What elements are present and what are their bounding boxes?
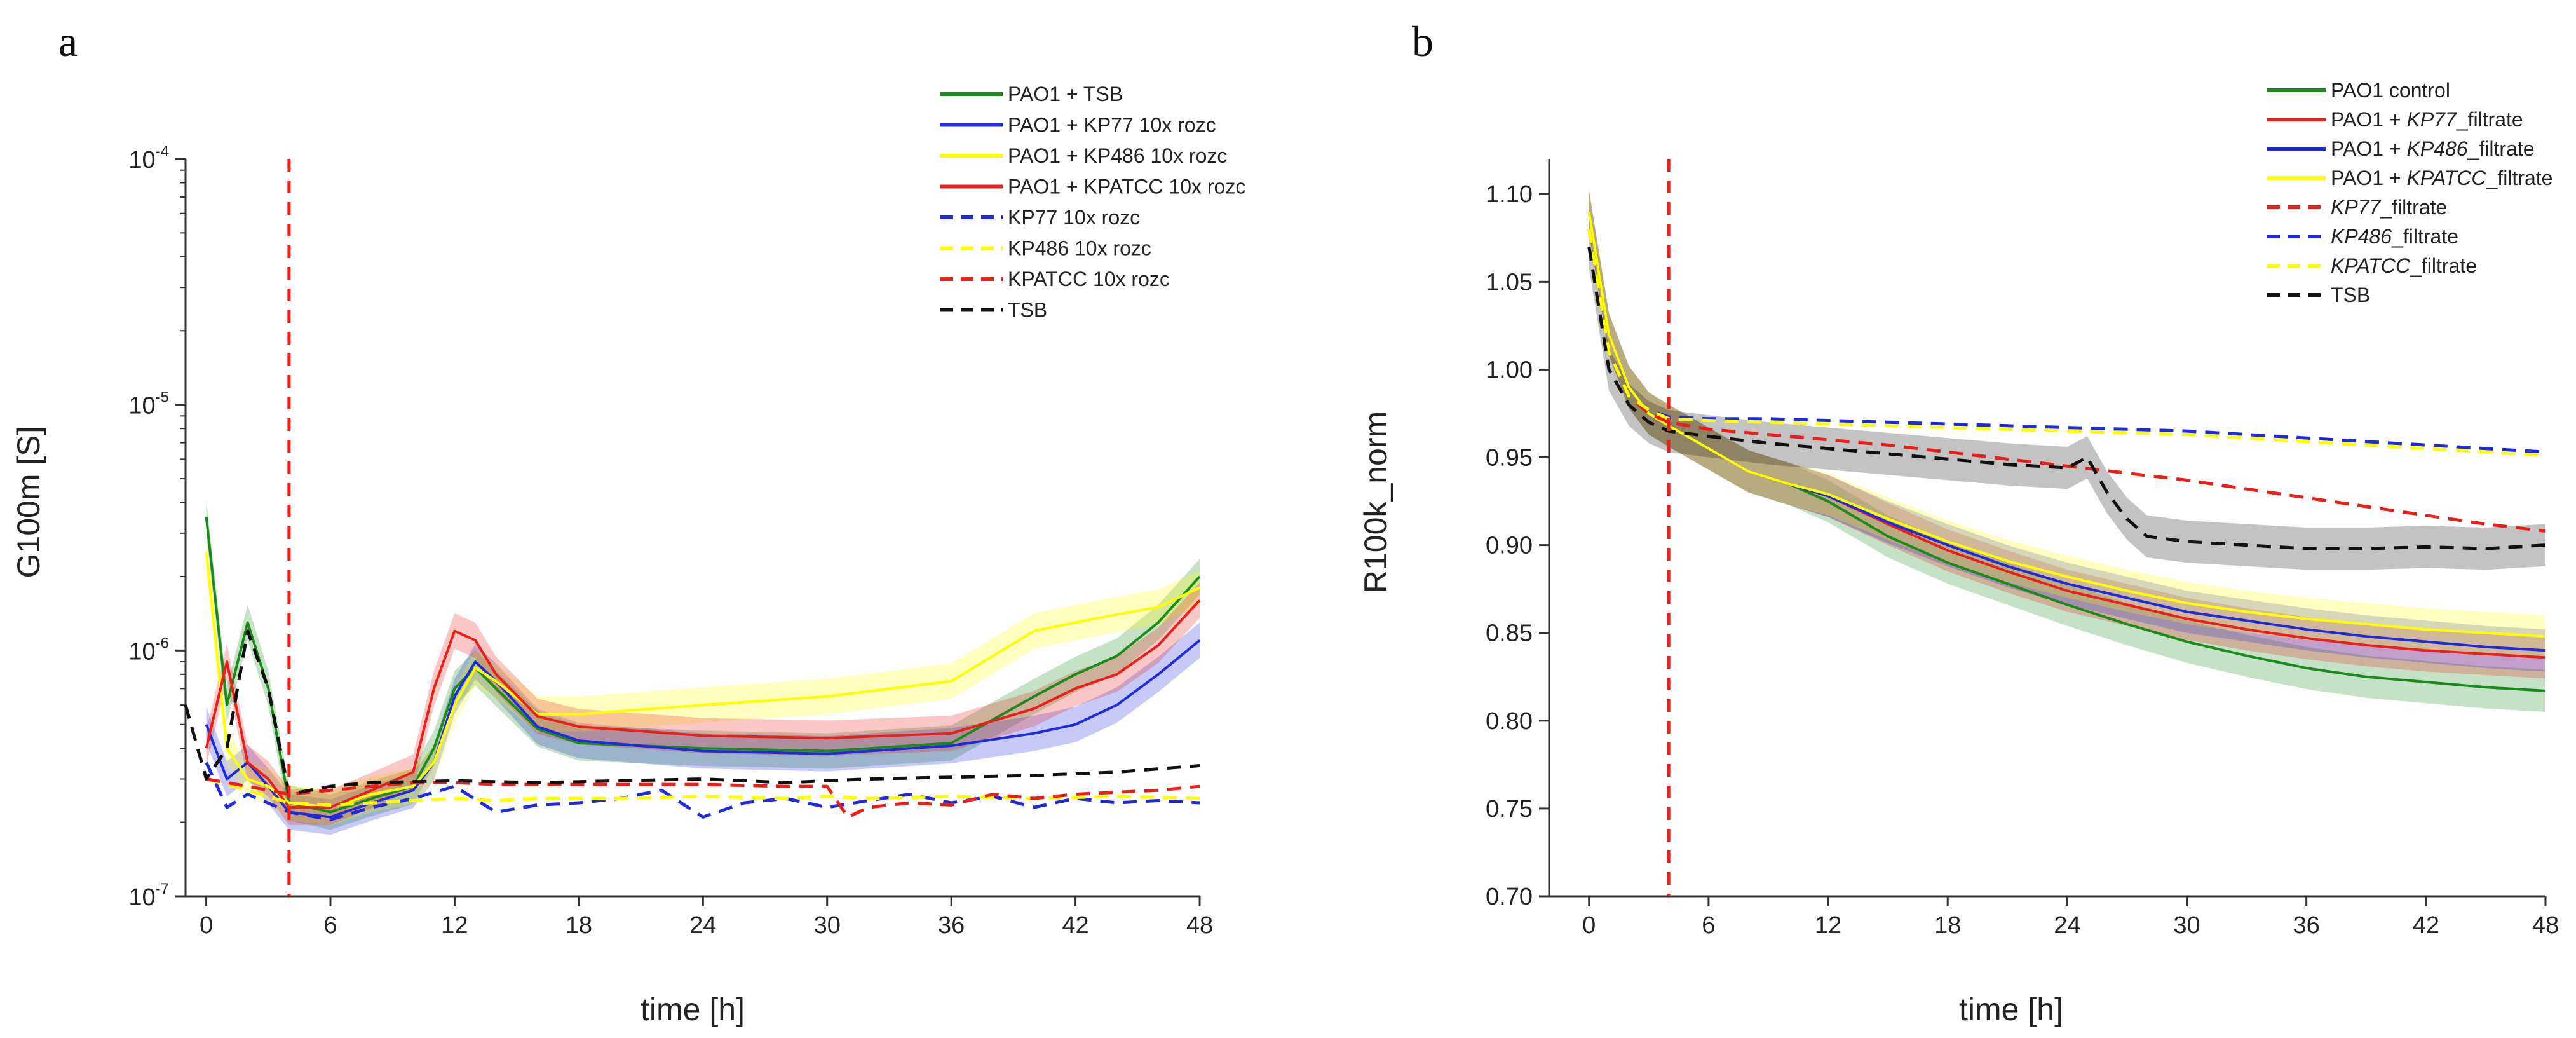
x-tick-label: 24 (2054, 912, 2080, 939)
y-tick-label: 10-4 (128, 143, 169, 174)
x-tick-label: 18 (1934, 912, 1961, 939)
series-line (205, 761, 1200, 821)
x-tick-label: 18 (566, 912, 592, 939)
x-tick-label: 24 (689, 912, 716, 939)
chart-a-ylabel: G100m [S] (11, 427, 46, 578)
chart-b-xlabel: time [h] (1959, 992, 2063, 1027)
series-line (206, 777, 1200, 819)
chart-a-xlabel: time [h] (641, 992, 745, 1027)
legend-label: PAO1 control (2331, 79, 2450, 102)
series-line (1587, 229, 2546, 533)
series-band (1589, 190, 2545, 679)
y-tick-label: 1.05 (1486, 269, 1533, 296)
y-tick-label: 10-6 (128, 634, 169, 665)
y-tick-label: 1.10 (1486, 181, 1533, 208)
series-band (206, 582, 1200, 825)
legend-label: PAO1 + KPATCC 10x rozc (1008, 175, 1245, 198)
x-tick-label: 0 (200, 912, 213, 939)
legend-label: KP77_filtrate (2331, 196, 2447, 219)
x-tick-label: 42 (1062, 912, 1088, 939)
series-line (205, 777, 1200, 807)
legend-label: KP486_filtrate (2331, 225, 2458, 248)
legend-label: KPATCC 10x rozc (1008, 268, 1170, 290)
legend-label: PAO1 + KPATCC_filtrate (2331, 167, 2552, 189)
x-tick-label: 30 (814, 912, 841, 939)
legend-label: KP77 10x rozc (1008, 206, 1140, 229)
legend-label: PAO1 + KP77 10x rozc (1008, 114, 1216, 137)
series-band (1589, 190, 2545, 658)
legend-label: KP486 10x rozc (1008, 237, 1151, 260)
series-line (184, 629, 1200, 796)
x-tick-label: 6 (323, 912, 337, 939)
x-tick-label: 48 (2532, 912, 2559, 939)
legend-label: TSB (1008, 299, 1047, 322)
chart-b: time [h] R100k_norm 0 6 12 18 24 30 36 42 48 0.70… (1358, 79, 2559, 1027)
series-line (1587, 229, 2546, 454)
x-tick-label: 12 (1815, 912, 1841, 939)
legend-label: TSB (2331, 283, 2370, 306)
x-tick-label: 42 (2413, 912, 2439, 939)
series-band (1589, 190, 2545, 712)
x-tick-label: 30 (2173, 912, 2200, 939)
y-tick-label: 0.70 (1486, 884, 1533, 910)
chart-a: time [h] G100m [S] 0 6 12 18 24 30 36 42 48 10-7 1… (11, 83, 1245, 1027)
x-tick-label: 48 (1186, 912, 1213, 939)
legend-label: KPATCC_filtrate (2331, 254, 2477, 277)
x-tick-label: 36 (938, 912, 965, 939)
legend-label: PAO1 + KP486 10x rozc (1008, 144, 1227, 167)
y-tick-label: 10-7 (128, 880, 169, 911)
y-tick-label: 10-5 (128, 389, 169, 420)
series-band (1589, 226, 2545, 570)
series-band (206, 535, 1200, 825)
x-tick-label: 12 (441, 912, 468, 939)
y-tick-label: 0.90 (1486, 533, 1533, 559)
legend-label: PAO1 + TSB (1008, 83, 1123, 106)
x-tick-label: 0 (1582, 912, 1596, 939)
y-tick-label: 0.85 (1486, 620, 1533, 647)
x-tick-label: 36 (2293, 912, 2320, 939)
y-tick-label: 0.95 (1486, 445, 1533, 472)
chart-b-ylabel: R100k_norm (1358, 411, 1393, 593)
series-band (1589, 190, 2545, 672)
y-tick-label: 0.75 (1486, 796, 1533, 823)
panel-b-letter: b (1412, 17, 1434, 65)
x-tick-label: 6 (1702, 912, 1715, 939)
series-line (1587, 246, 2546, 550)
series-line (1587, 229, 2546, 458)
y-tick-label: 0.80 (1486, 708, 1533, 735)
legend-label: PAO1 + KP77_filtrate (2331, 108, 2523, 131)
panel-a-letter: a (58, 17, 78, 65)
y-tick-label: 1.00 (1486, 357, 1533, 383)
legend-label: PAO1 + KP486_filtrate (2331, 137, 2534, 160)
series-band (206, 499, 1200, 830)
